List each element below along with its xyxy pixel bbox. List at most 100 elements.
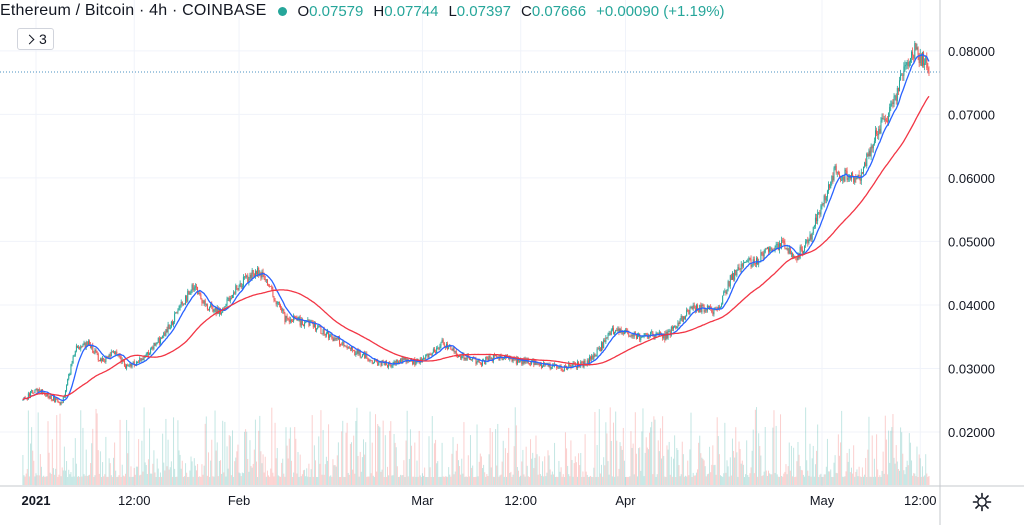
volume-bar [683,476,685,485]
candle-body [60,401,62,405]
candle-body [299,316,301,326]
candle-body [802,251,804,254]
candle-body [809,234,811,241]
volume-bar [54,474,56,485]
time-tick-label: Mar [411,493,434,508]
volume-bar [865,457,867,485]
candle-body [156,342,158,344]
volume-bar [47,421,49,485]
volume-bar [883,473,885,485]
volume-bar [226,446,228,485]
symbol-title[interactable]: Ethereum / Bitcoin · 4h · COINBASE [0,2,267,19]
time-axis[interactable]: 2021 12:00 Feb Mar 12:00 Apr May 12:00 [22,493,937,508]
volume-bar [229,436,231,485]
volume-bar [417,476,419,485]
volume-bar [218,460,220,485]
price-axis[interactable]: 0.020000.030000.040000.050000.060000.070… [948,44,995,440]
candle-body [205,304,207,306]
volume-bar [322,430,324,485]
volume-bar [177,420,179,485]
candle-body [640,337,642,340]
volume-bar [777,476,779,485]
volume-bar [899,470,901,485]
volume-bar [254,419,256,485]
volume-bar [785,464,787,485]
candle-body [393,361,395,364]
candle-body [728,281,730,287]
volume-bar [420,476,422,485]
candle-body [778,243,780,251]
volume-bar [58,474,60,485]
volume-bar [159,472,161,485]
volume-bar [797,441,799,485]
volume-bar [582,471,584,485]
volume-bar [769,473,771,485]
candle-body [129,363,131,366]
candle-body [466,355,468,360]
chart-settings-button[interactable] [962,488,1002,516]
volume-bar [33,460,35,485]
volume-bar [563,476,565,485]
candle-body [402,357,404,362]
volume-bar [634,412,636,485]
candle-body [652,331,654,335]
volume-bar [663,455,665,485]
candle-body [712,311,714,315]
candle-body [596,348,598,356]
volume-bar [894,463,896,485]
candle-body [858,174,860,179]
volume-bar [809,443,811,485]
candle-body [915,43,917,50]
volume-bar [46,476,48,485]
candle-body [348,347,350,348]
candle-body [492,355,494,362]
chevron-down-icon [24,34,35,44]
volume-bar [575,462,577,485]
candle-body [261,271,263,278]
volume-bar [840,442,842,485]
candle-body [214,307,216,310]
indicator-collapse-button[interactable]: 3 [17,28,54,50]
candle-body [880,120,882,134]
candle-body [354,350,356,356]
volume-bar [914,473,916,485]
candle-body [283,309,285,314]
volume-bar [117,476,119,485]
volume-bar [239,473,241,485]
candle-body [361,354,363,357]
volume-bar [585,471,587,485]
volume-bar [501,461,503,485]
candle-body [50,395,52,400]
plot-area[interactable] [0,0,940,486]
volume-bar [413,476,415,485]
candle-body [502,359,504,361]
volume-bar [334,465,336,485]
candle-body [258,267,260,275]
candle-body [532,359,534,362]
volume-bar [63,446,65,485]
candle-body [530,363,532,365]
volume-bar [807,470,809,485]
candle-body [72,356,74,364]
volume-bar [913,473,915,485]
volume-bar [217,476,219,485]
volume-bar [751,450,753,485]
candle-body [480,362,482,366]
candle-body [192,284,194,291]
volume-bar [487,476,489,485]
volume-bar [513,446,515,485]
volume-bar [621,449,623,485]
volume-bar [107,476,109,485]
volume-bar [776,474,778,485]
ohlc-low: L0.07397 [448,2,512,20]
volume-bar [164,470,166,485]
volume-bar [669,474,671,485]
volume-bar [749,473,751,485]
volume-bar [920,476,922,485]
volume-bar [406,410,408,485]
candle-body [854,177,856,183]
candle-body [79,346,81,350]
volume-bar [382,420,384,485]
candle-body [908,62,910,67]
